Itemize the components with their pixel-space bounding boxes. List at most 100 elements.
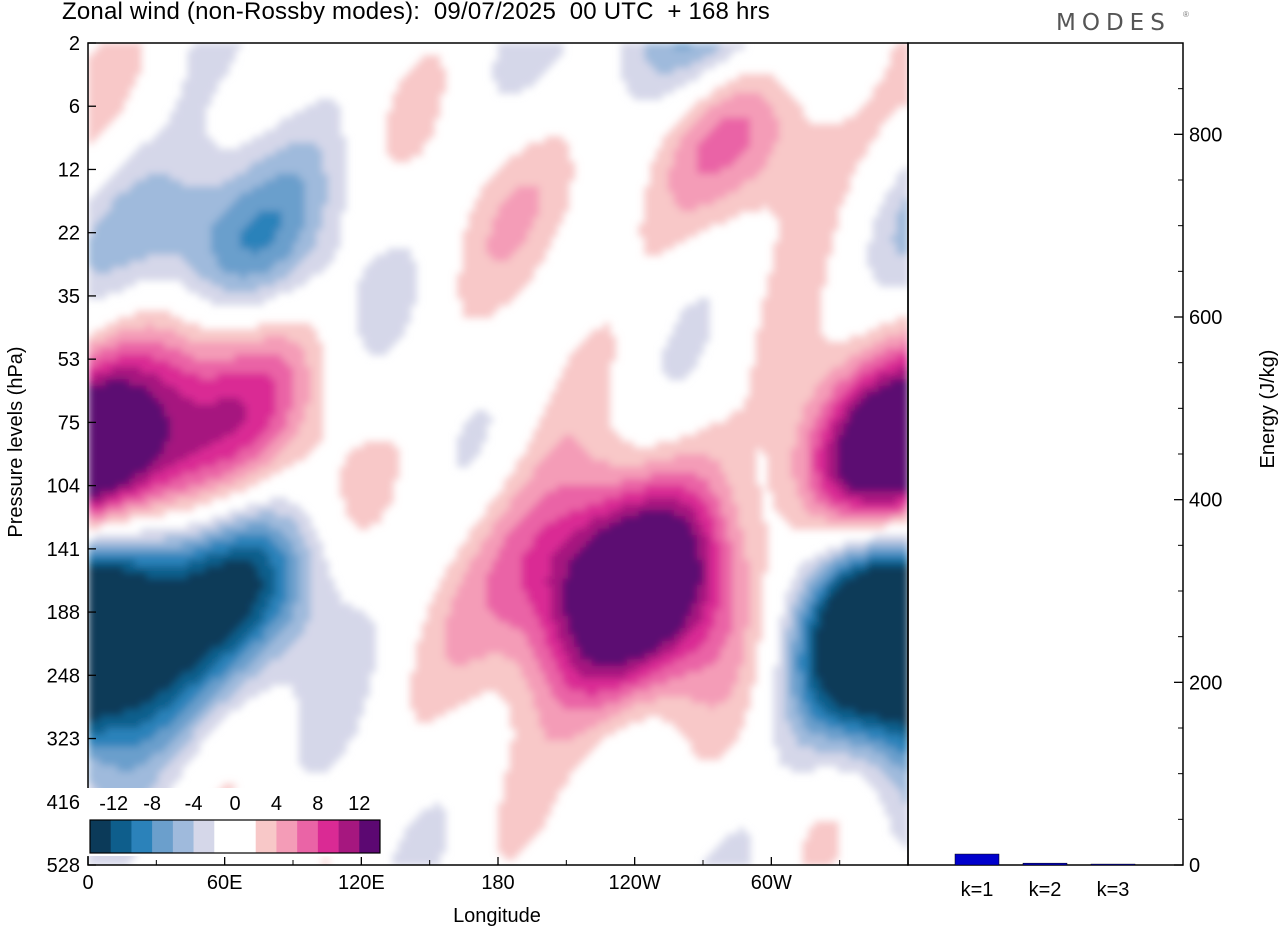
wind-cell xyxy=(88,123,95,131)
wind-cell xyxy=(808,167,816,175)
wind-cell xyxy=(228,148,236,156)
wind-cell xyxy=(867,341,874,349)
wind-cell xyxy=(187,379,195,387)
wind-cell xyxy=(503,74,511,82)
wind-cell xyxy=(732,416,739,424)
wind-cell xyxy=(697,142,704,150)
wind-cell xyxy=(591,404,599,412)
wind-cell xyxy=(685,123,693,131)
wind-cell xyxy=(855,354,862,362)
wind-cell xyxy=(896,43,903,51)
wind-cell xyxy=(872,229,880,237)
wind-cell xyxy=(93,204,101,212)
wind-cell xyxy=(304,180,312,188)
wind-cell xyxy=(134,317,142,325)
wind-cell xyxy=(714,447,722,455)
wind-cell xyxy=(117,217,124,225)
wind-cell xyxy=(533,155,540,163)
wind-cell xyxy=(281,161,288,169)
wind-cell xyxy=(761,422,769,430)
wind-cell xyxy=(380,254,388,262)
wind-cell xyxy=(703,217,710,225)
wind-cell xyxy=(304,167,312,175)
wind-cell xyxy=(246,447,253,455)
wind-cell xyxy=(421,55,429,63)
wind-cell xyxy=(105,67,113,75)
wind-cell xyxy=(181,460,189,468)
wind-cell xyxy=(257,136,265,144)
wind-cell xyxy=(808,373,816,381)
wind-cell xyxy=(509,155,517,163)
wind-cell xyxy=(539,167,546,175)
wind-cell xyxy=(421,105,429,113)
wind-cell xyxy=(170,391,177,399)
wind-cell xyxy=(527,192,534,200)
wind-cell xyxy=(849,161,857,169)
wind-cell xyxy=(509,267,517,275)
wind-cell xyxy=(170,329,177,337)
wind-cell xyxy=(544,236,552,244)
wind-cell xyxy=(902,198,908,206)
wind-cell xyxy=(175,192,183,200)
wind-cell xyxy=(421,80,429,88)
wind-cell xyxy=(193,391,201,399)
wind-cell xyxy=(328,236,335,244)
wind-cell xyxy=(679,130,687,138)
wind-cell xyxy=(216,161,224,169)
wind-cell xyxy=(831,186,839,194)
wind-cell xyxy=(808,404,816,412)
wind-cell xyxy=(421,136,429,144)
wind-cell xyxy=(492,267,499,275)
wind-cell xyxy=(556,142,564,150)
wind-cell xyxy=(878,341,886,349)
wind-cell xyxy=(275,397,283,405)
wind-cell xyxy=(615,435,622,443)
wind-cell xyxy=(304,429,312,437)
wind-cell xyxy=(492,254,499,262)
wind-cell xyxy=(310,242,318,250)
wind-cell xyxy=(205,49,212,57)
wind-cell xyxy=(867,248,874,256)
wind-cell xyxy=(814,136,821,144)
wind-cell xyxy=(726,155,734,163)
wind-cell xyxy=(468,422,476,430)
wind-cell xyxy=(632,55,640,63)
wind-cell xyxy=(175,435,183,443)
wind-cell xyxy=(738,161,745,169)
wind-cell xyxy=(474,447,482,455)
wind-cell xyxy=(269,416,277,424)
wind-cell xyxy=(134,267,142,275)
wind-cell xyxy=(117,379,124,387)
wind-cell xyxy=(872,254,880,262)
wind-cell xyxy=(562,397,570,405)
wind-cell xyxy=(539,236,546,244)
wind-cell xyxy=(164,335,171,343)
wind-cell xyxy=(111,385,119,393)
wind-cell xyxy=(129,74,136,82)
wind-cell xyxy=(673,360,681,368)
wind-cell xyxy=(902,173,908,181)
wind-cell xyxy=(492,304,499,312)
wind-cell xyxy=(755,142,763,150)
wind-cell xyxy=(275,242,283,250)
wind-cell xyxy=(170,429,177,437)
wind-cell xyxy=(398,105,406,113)
wind-cell xyxy=(761,192,769,200)
wind-cell xyxy=(281,167,288,175)
wind-cell xyxy=(603,397,611,405)
wind-cell xyxy=(498,298,505,306)
wind-cell xyxy=(175,161,183,169)
wind-cell xyxy=(749,117,757,125)
wind-cell xyxy=(257,410,265,418)
wind-cell xyxy=(334,123,341,131)
wind-cell xyxy=(486,204,493,212)
wind-cell xyxy=(99,217,107,225)
wind-cell xyxy=(820,391,827,399)
wind-cell xyxy=(193,404,201,412)
wind-cell xyxy=(790,155,798,163)
wind-cell xyxy=(187,341,195,349)
wind-cell xyxy=(732,211,739,219)
wind-cell xyxy=(755,117,763,125)
wind-cell xyxy=(878,323,886,331)
wind-cell xyxy=(293,335,300,343)
